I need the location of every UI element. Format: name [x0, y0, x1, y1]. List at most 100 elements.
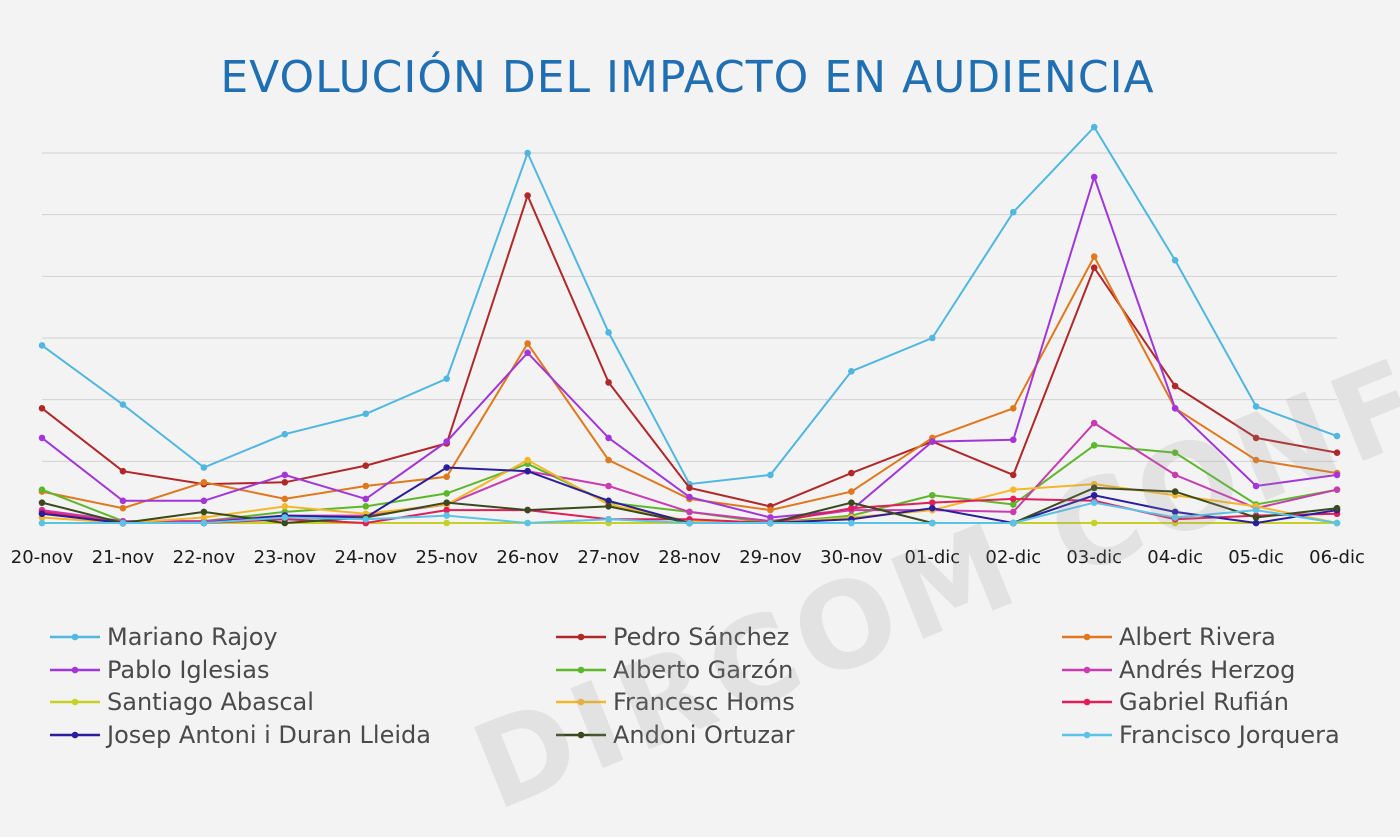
series-3-point-4 — [362, 495, 370, 503]
series-2-point-4 — [362, 482, 370, 490]
series-11-point-9 — [767, 519, 774, 527]
series-0-point-15 — [1252, 403, 1260, 410]
series-1-point-6 — [524, 192, 531, 199]
series-1-point-14 — [1171, 382, 1179, 390]
series-4-point-0 — [38, 486, 46, 494]
x-tick-label: 25-nov — [415, 547, 478, 568]
series-0-point-2 — [200, 464, 208, 471]
series-1-point-12 — [1009, 471, 1017, 479]
series-10-point-16 — [1333, 504, 1341, 512]
series-0-point-5 — [443, 375, 450, 383]
series-10-point-2 — [200, 508, 208, 516]
series-10-point-6 — [524, 506, 531, 514]
series-10-point-14 — [1171, 488, 1179, 495]
series-0-point-14 — [1171, 257, 1179, 264]
x-tick-label: 28-nov — [658, 547, 721, 568]
series-1-point-0 — [38, 405, 46, 412]
line-chart: 20-nov 21-nov 22-nov 23-nov 24-nov 25-nov 26-n… — [11, 123, 1365, 749]
series-9-point-15 — [1252, 519, 1260, 527]
series-11-point-6 — [524, 519, 531, 527]
legend: Mariano Rajoy Pedro Sánchez Albert Rivera P… — [50, 623, 1340, 749]
series-line-0 — [41, 125, 1338, 486]
series-0-point-13 — [1090, 123, 1098, 131]
series-1-point-8 — [686, 484, 693, 492]
series-line-2 — [41, 254, 1338, 512]
series-3-point-3 — [281, 471, 289, 479]
series-1-point-7 — [605, 379, 612, 386]
x-tick-label: 04-dic — [1147, 547, 1203, 568]
series-6-point-13 — [1090, 519, 1098, 527]
series-2-point-12 — [1009, 405, 1017, 412]
legend-label: Gabriel Rufián — [1119, 688, 1289, 716]
series-8-point-5 — [443, 506, 450, 514]
legend-label: Andoni Ortuzar — [613, 721, 795, 749]
series-11-point-3 — [281, 514, 289, 521]
legend-swatch-dot — [577, 698, 585, 706]
x-tick-label: 01-dic — [904, 547, 960, 568]
x-tick-label: 06-dic — [1309, 547, 1365, 568]
x-tick-label: 20-nov — [11, 547, 74, 568]
x-tick-label: 05-dic — [1228, 547, 1284, 568]
series-4-point-12 — [1009, 501, 1017, 508]
series-1-point-15 — [1252, 434, 1260, 442]
series-4-point-13 — [1090, 442, 1098, 449]
series-9-point-6 — [524, 467, 531, 475]
series-0-point-6 — [524, 149, 531, 157]
series-7-point-6 — [524, 456, 531, 464]
series-line-5 — [41, 421, 1338, 523]
series-3-point-8 — [686, 493, 693, 501]
legend-swatch-dot — [577, 633, 585, 641]
legend-label: Pedro Sánchez — [613, 623, 789, 651]
series-lines — [38, 123, 1341, 527]
x-tick-label: 02-dic — [985, 547, 1041, 568]
series-11-point-12 — [1009, 519, 1017, 527]
series-line-1 — [41, 192, 1338, 508]
series-9-point-13 — [1090, 491, 1098, 499]
series-10-point-7 — [605, 503, 612, 510]
series-2-point-7 — [605, 456, 612, 464]
series-5-point-13 — [1090, 419, 1098, 427]
series-11-point-14 — [1171, 514, 1179, 521]
x-tick-label: 22-nov — [173, 547, 236, 568]
series-9-point-7 — [605, 497, 612, 505]
series-1-point-3 — [281, 479, 289, 486]
series-9-point-0 — [38, 510, 46, 518]
series-7-point-12 — [1009, 486, 1017, 494]
series-4-point-4 — [362, 503, 370, 510]
series-4-point-5 — [443, 490, 450, 497]
x-tick-label: 29-nov — [739, 547, 802, 568]
series-11-point-13 — [1090, 499, 1098, 506]
x-tick-label: 26-nov — [496, 547, 559, 568]
series-7-point-2 — [200, 514, 208, 521]
series-3-point-16 — [1333, 471, 1341, 479]
series-11-point-15 — [1252, 506, 1260, 514]
series-4-point-11 — [929, 491, 936, 499]
series-10-point-5 — [443, 499, 450, 506]
series-7-point-3 — [281, 503, 289, 510]
x-tick-label: 27-nov — [577, 547, 640, 568]
legend-swatch-dot — [71, 698, 79, 706]
series-2-point-5 — [443, 473, 450, 481]
series-2-point-13 — [1090, 253, 1098, 260]
series-11-point-5 — [443, 512, 450, 519]
series-0-point-4 — [362, 410, 370, 418]
series-8-point-12 — [1009, 495, 1017, 503]
legend-label: Josep Antoni i Duran Lleida — [105, 721, 431, 749]
series-0-point-1 — [119, 401, 127, 408]
series-0-point-0 — [38, 342, 46, 349]
legend-label: Andrés Herzog — [1119, 656, 1295, 684]
series-3-point-1 — [119, 497, 127, 505]
legend-label: Pablo Iglesias — [107, 656, 269, 684]
series-0-point-10 — [848, 368, 855, 375]
x-axis-ticks: 20-nov 21-nov 22-nov 23-nov 24-nov 25-nov 26-n… — [11, 547, 1365, 568]
series-2-point-1 — [119, 504, 127, 512]
legend-swatch-dot — [1083, 698, 1091, 706]
series-2-point-9 — [767, 506, 774, 514]
legend-label: Francesc Homs — [613, 688, 795, 716]
series-2-point-10 — [848, 488, 855, 495]
legend-label: Albert Rivera — [1119, 623, 1276, 651]
series-0-point-12 — [1009, 208, 1017, 216]
series-2-point-3 — [281, 495, 289, 503]
series-5-point-14 — [1171, 471, 1179, 479]
series-10-point-13 — [1090, 484, 1098, 492]
